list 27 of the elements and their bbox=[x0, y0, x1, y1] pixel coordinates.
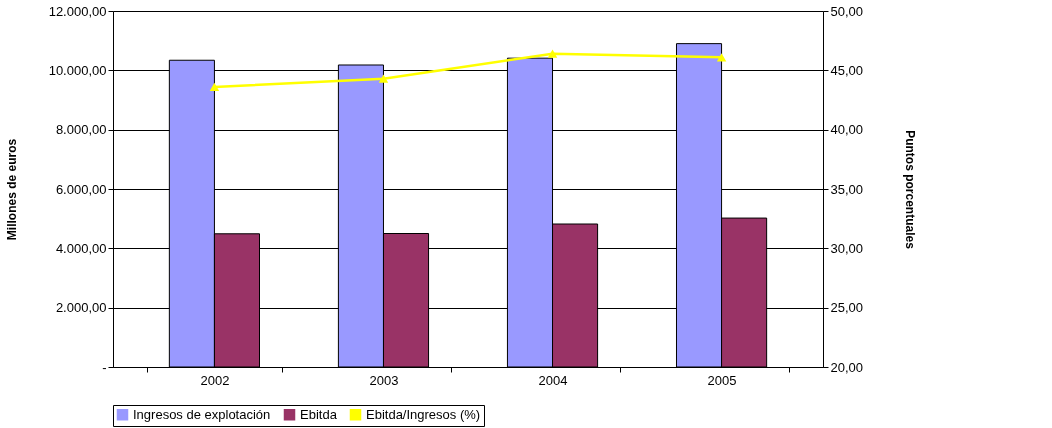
y2-axis-title: Puntos porcentuales bbox=[903, 130, 918, 250]
x-tick-label: 2003 bbox=[369, 372, 399, 388]
y-tick-label: 4.000,00 bbox=[55, 240, 107, 256]
y-axis-title: Millones de euros bbox=[4, 138, 19, 241]
y2-tick-label: 45,00 bbox=[830, 62, 864, 78]
y2-tick-label: 30,00 bbox=[830, 240, 864, 256]
y-tick-label: - bbox=[102, 359, 107, 375]
point bbox=[547, 49, 558, 58]
y2-tick-label: 40,00 bbox=[830, 122, 864, 138]
x-tick-label: 2004 bbox=[538, 372, 568, 388]
legend-label: Ebitda/Ingresos (%) bbox=[366, 406, 481, 422]
y2-tick-label: 25,00 bbox=[830, 300, 864, 316]
y-tick-label: 8.000,00 bbox=[55, 122, 107, 138]
y-tick-label: 6.000,00 bbox=[55, 181, 107, 197]
y-tick-label: 12.000,00 bbox=[48, 3, 107, 19]
y-tick-label: 2.000,00 bbox=[55, 300, 107, 316]
y2-tick-label: 50,00 bbox=[830, 3, 864, 19]
point bbox=[209, 82, 220, 92]
x-tick-label: 2002 bbox=[200, 372, 230, 388]
point bbox=[716, 53, 727, 62]
y-tick-label: 10.000,00 bbox=[48, 62, 107, 78]
y2-tick-label: 20,00 bbox=[830, 359, 864, 375]
point bbox=[378, 74, 389, 83]
legend-label: Ingresos de explotación bbox=[133, 406, 271, 422]
legend-label: Ebitda bbox=[300, 406, 338, 422]
y2-tick-label: 35,00 bbox=[830, 181, 864, 197]
x-tick-label: 2005 bbox=[707, 372, 737, 388]
